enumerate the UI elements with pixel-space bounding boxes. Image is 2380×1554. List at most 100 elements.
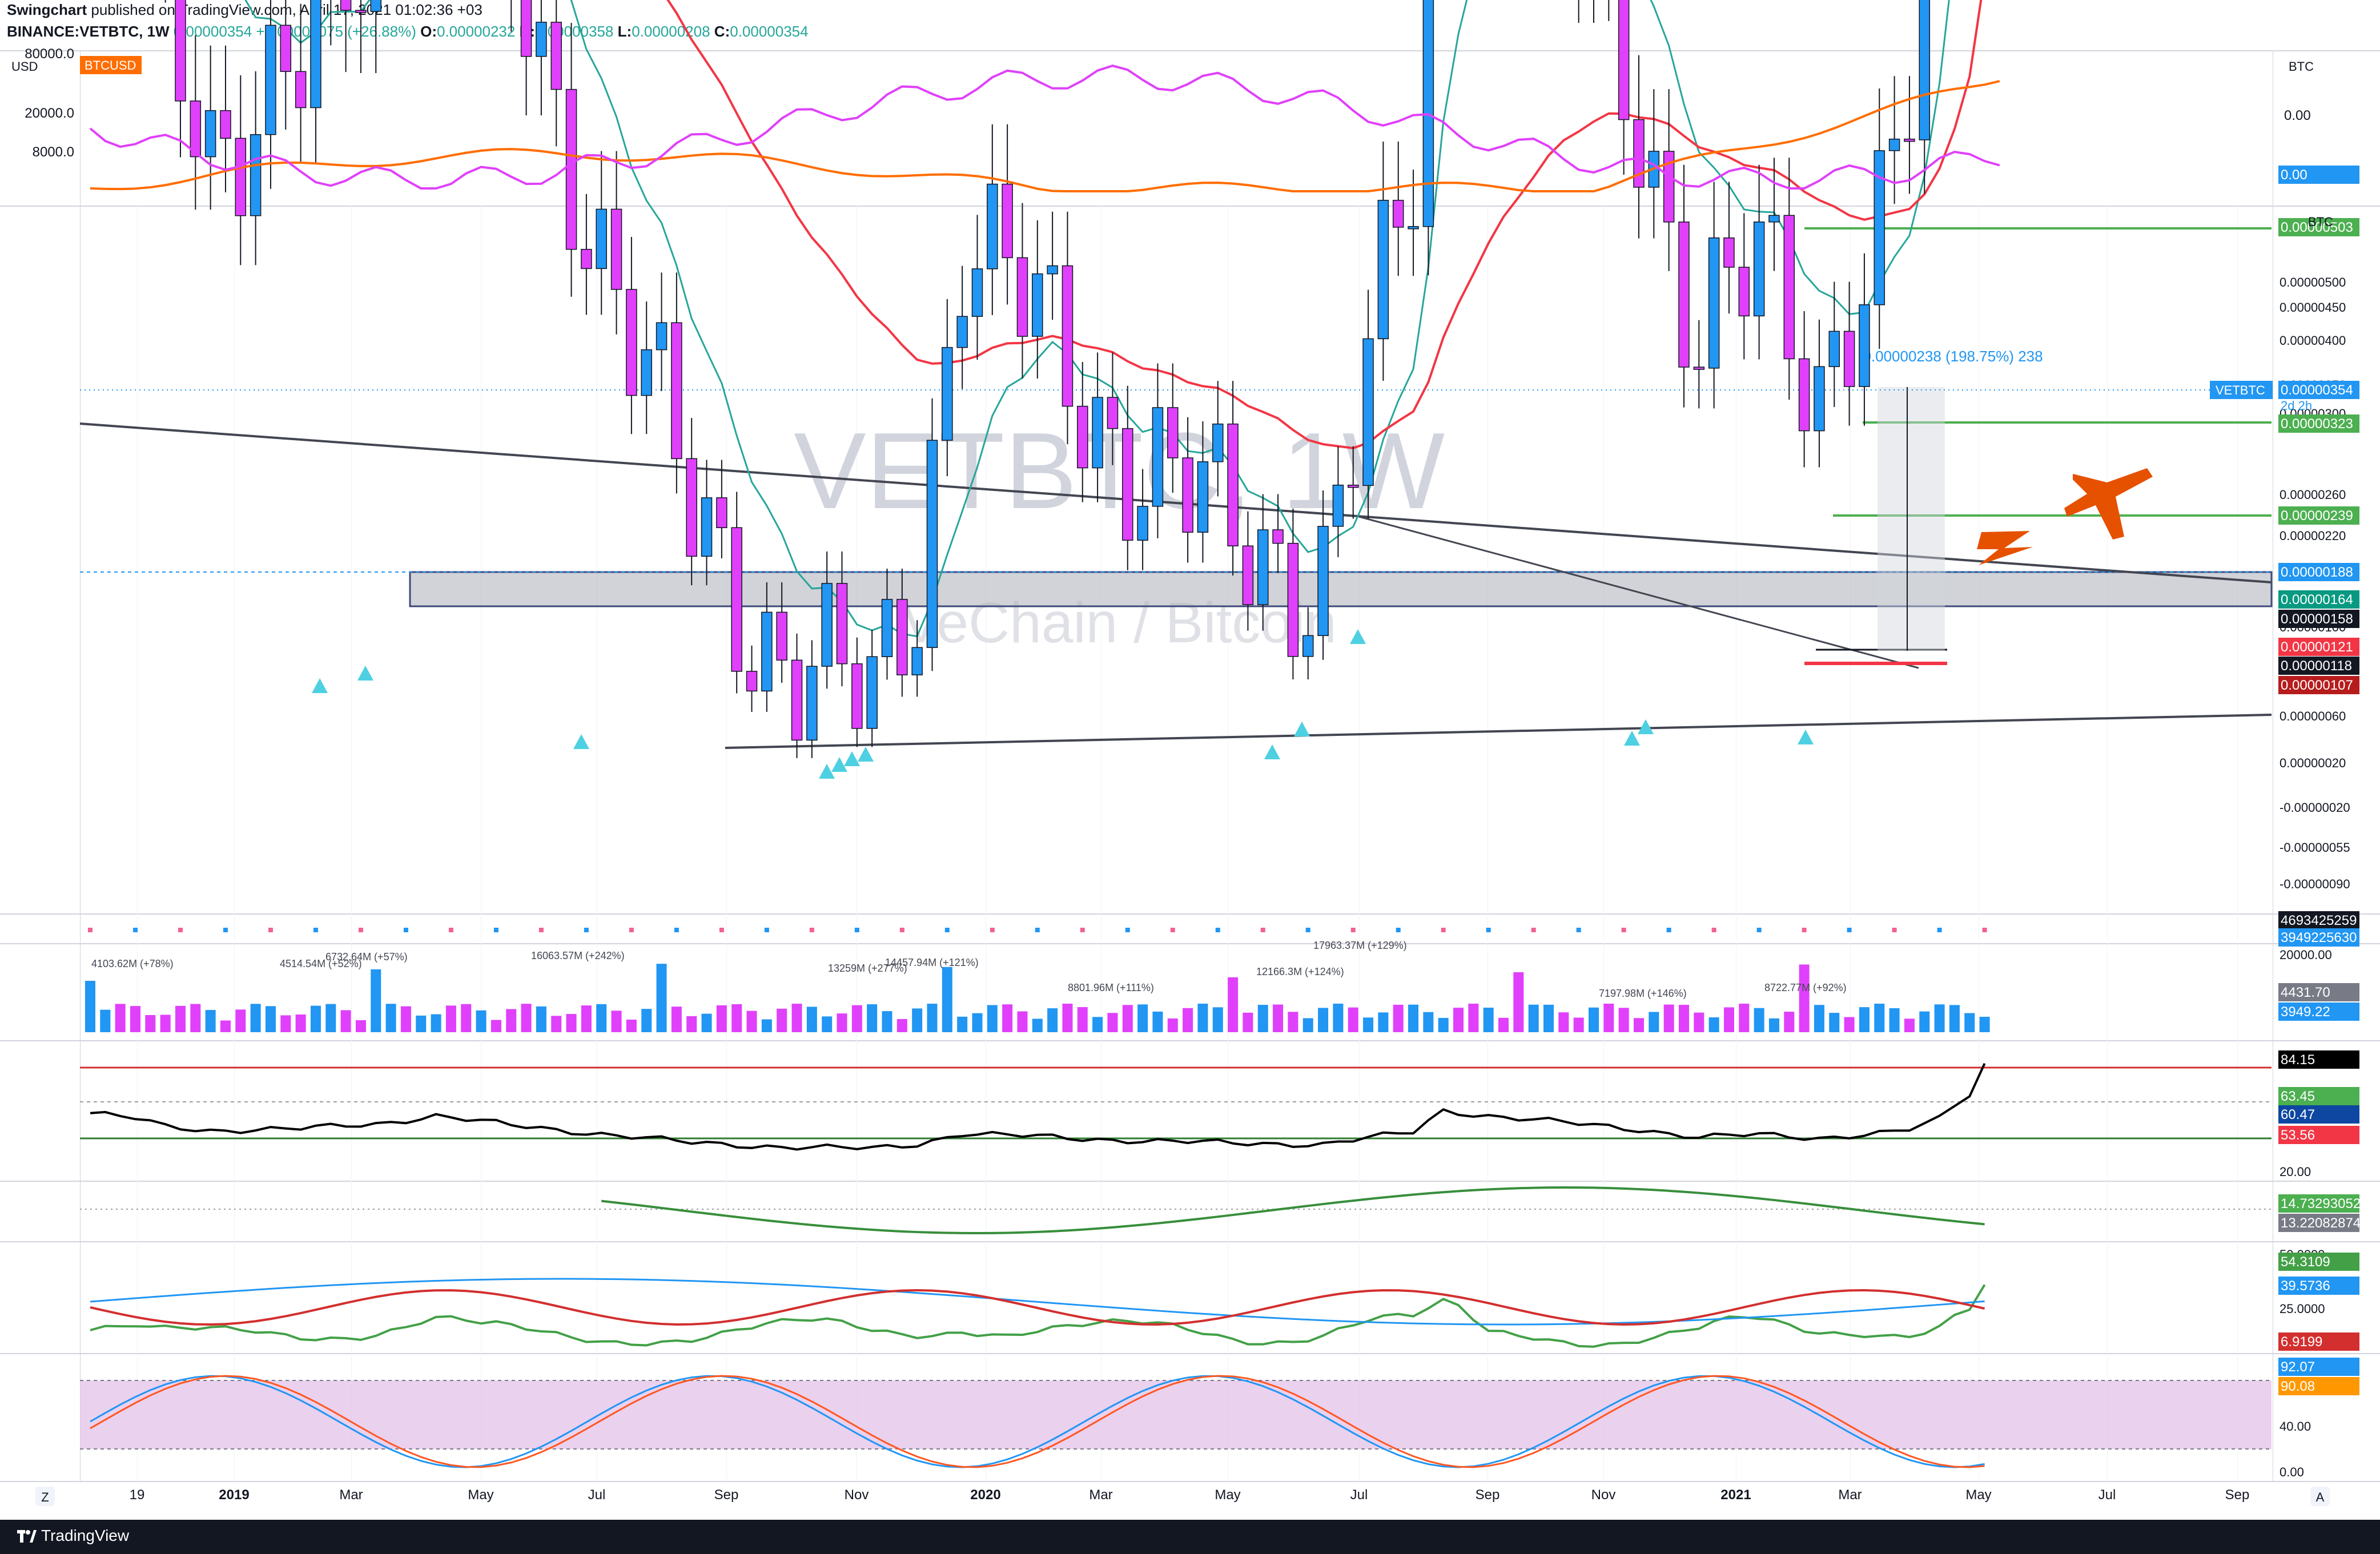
signal-dot: [88, 928, 93, 932]
time-axis-label: Sep: [714, 1487, 739, 1503]
candle-body: [656, 322, 668, 351]
volume-annotation: 4514.54M (+52%): [280, 958, 362, 969]
stoch-axis-tick: 0.00: [2280, 1465, 2304, 1479]
volume-annotation: 7197.98M (+146%): [1599, 988, 1687, 999]
signal-dot: [1711, 928, 1716, 932]
pane-separator: [0, 1040, 2380, 1041]
candle-body: [1888, 138, 1900, 151]
volume-bar: [837, 1013, 847, 1032]
candle-body: [235, 138, 247, 216]
candle-body: [340, 0, 352, 11]
signal-dot: [1260, 928, 1265, 932]
volume-bar: [100, 1009, 111, 1032]
osc1-line: [90, 1062, 1986, 1151]
osc1-axis-tick: 20.00: [2280, 1165, 2311, 1179]
volume-bar: [506, 1009, 517, 1032]
volume-bar: [851, 1005, 862, 1032]
candle-body: [1919, 0, 1931, 140]
signal-dot: [132, 928, 138, 932]
volume-bar: [235, 1009, 246, 1032]
auto-scale-button-bg: [2310, 1487, 2330, 1506]
volume-bar: [461, 1004, 472, 1032]
volume-bar: [1663, 1004, 1674, 1032]
price-tag-bg: [2278, 563, 2359, 581]
stoch-d-line: [90, 1375, 1985, 1468]
time-axis-label: Nov: [1591, 1487, 1616, 1503]
overlay-btcusd-bg: [80, 56, 142, 74]
volume-bar: [1799, 964, 1810, 1032]
candle-body: [896, 599, 908, 675]
candle-body: [1708, 237, 1720, 369]
buy-signal-triangle: [312, 678, 328, 693]
time-axis-label: May: [468, 1487, 493, 1503]
signal-dot: [1486, 928, 1491, 932]
low-value: 0.00000208: [632, 23, 710, 40]
volume-bar: [1739, 1004, 1750, 1032]
osc1-tag: 60.47: [2281, 1107, 2315, 1122]
volume-bar: [1408, 1004, 1419, 1032]
candle-body: [1257, 529, 1269, 605]
signal-dot: [1350, 928, 1356, 932]
candle-body: [1182, 457, 1193, 533]
time-axis-label: Nov: [845, 1487, 869, 1503]
signal-dot: [990, 928, 995, 932]
volume-bar: [295, 1014, 306, 1032]
candle-body: [250, 134, 262, 216]
candle-body: [295, 71, 307, 108]
volume-bar: [400, 1006, 411, 1032]
time-gridline: [234, 206, 235, 1481]
volume-bar: [972, 1013, 983, 1032]
volume-annotation: 8801.96M (+111%): [1068, 982, 1154, 993]
price-tag: 0.00000118: [2281, 658, 2352, 674]
footer-brand: TradingView: [41, 1527, 130, 1544]
volume-bar: [611, 1010, 622, 1032]
publish-info: published on TradingView.com, April 17, …: [91, 1, 483, 18]
volume-bar: [626, 1019, 637, 1032]
signal-dot: [1531, 928, 1536, 932]
candle-body: [1197, 461, 1209, 533]
symbol-tag: VETBTC: [2216, 383, 2265, 397]
time-axis-label: May: [1965, 1487, 1991, 1503]
dmi-tag: 39.5736: [2281, 1278, 2330, 1294]
candle-body: [220, 110, 231, 139]
buy-signal-triangle: [1264, 744, 1280, 759]
signal-dot: [1215, 928, 1220, 932]
inner-trendline: [1358, 516, 1919, 669]
price-axis-tick: 0.00000400: [2280, 333, 2346, 348]
left-axis-border: [80, 50, 81, 1481]
signal-dot: [584, 928, 589, 932]
volume-bar: [1092, 1017, 1103, 1032]
time-gridline: [137, 206, 138, 1481]
volume-bar: [1032, 1018, 1043, 1032]
volume-bar: [340, 1010, 351, 1032]
volume-bar: [1754, 1008, 1764, 1032]
airplane-icon: [2064, 468, 2153, 540]
tradingview-logo-icon: [17, 1530, 37, 1543]
candle-body: [866, 656, 878, 729]
volume-bar: [1152, 1011, 1163, 1032]
candle-body: [280, 25, 292, 73]
price-axis-tick: -0.00000090: [2280, 877, 2350, 891]
btcusd-line: [90, 80, 2000, 192]
candle-body: [310, 0, 321, 108]
signal-dot: [1982, 928, 1987, 932]
candle-body: [610, 208, 622, 290]
signal-dot: [944, 928, 950, 932]
candle-body: [1904, 138, 1915, 142]
zoom-button-bg: [35, 1487, 55, 1506]
symbol-label[interactable]: BINANCE:VETBTC, 1W: [7, 23, 170, 40]
candle-body: [536, 22, 547, 57]
volume-bar: [1228, 977, 1239, 1032]
candle-body: [204, 110, 216, 158]
price-tag-bg: [2278, 676, 2359, 694]
candle-body: [1137, 506, 1148, 541]
pane-separator: [0, 1353, 2380, 1354]
volume-bar: [1468, 1004, 1479, 1032]
price-tag-bg: [2278, 638, 2359, 656]
volume-bar: [416, 1015, 427, 1032]
candle-body: [881, 599, 893, 658]
volume-annotation: 8722.77M (+92%): [1764, 982, 1847, 993]
volume-bar: [1979, 1017, 1990, 1032]
vet-btc-ratio-line: [89, 65, 2000, 190]
